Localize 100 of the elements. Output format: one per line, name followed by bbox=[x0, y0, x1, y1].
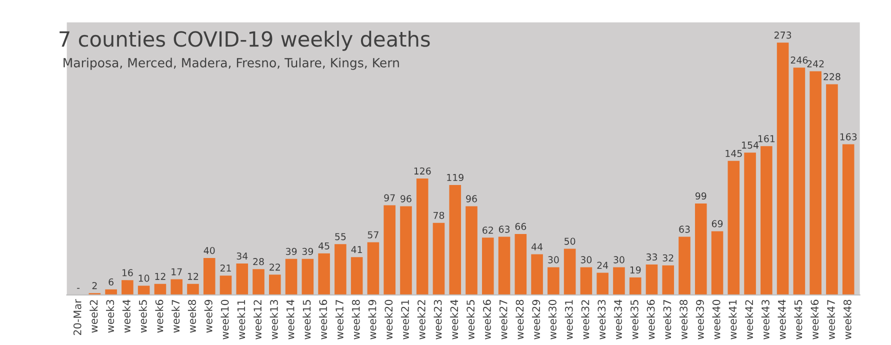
data-label: 32 bbox=[662, 254, 674, 262]
x-tick-label: week32 bbox=[581, 300, 590, 340]
bar bbox=[105, 289, 117, 295]
x-tick-label: week26 bbox=[482, 300, 491, 340]
x-tick-label: week2 bbox=[90, 300, 98, 333]
bar bbox=[646, 264, 658, 295]
data-label: 40 bbox=[204, 246, 215, 254]
bar bbox=[220, 276, 232, 295]
data-label: 96 bbox=[400, 195, 412, 202]
x-tick-label: week5 bbox=[138, 300, 147, 333]
data-label: 228 bbox=[824, 73, 840, 80]
x-tick-label: week16 bbox=[319, 300, 328, 340]
data-label: 16 bbox=[122, 269, 133, 276]
data-label: 41 bbox=[351, 246, 362, 254]
bar bbox=[498, 236, 510, 295]
bar bbox=[548, 267, 560, 295]
x-tick-label: week34 bbox=[614, 300, 622, 340]
data-label: 21 bbox=[220, 264, 231, 272]
data-label: 66 bbox=[515, 222, 526, 230]
data-label: 99 bbox=[695, 192, 706, 200]
bar bbox=[596, 272, 608, 295]
bar bbox=[334, 244, 346, 295]
x-tick-label: week35 bbox=[630, 300, 638, 340]
x-tick-label: week45 bbox=[794, 300, 802, 340]
bar bbox=[826, 84, 838, 295]
data-label: 6 bbox=[108, 278, 114, 286]
x-tick-label: week12 bbox=[253, 300, 262, 340]
bar bbox=[449, 184, 462, 295]
x-tick-label: week27 bbox=[499, 300, 508, 340]
bar bbox=[318, 253, 330, 295]
x-tick-label: week33 bbox=[598, 300, 606, 340]
data-label: 28 bbox=[253, 258, 264, 266]
x-tick-label: week38 bbox=[679, 300, 688, 340]
bar bbox=[613, 267, 625, 295]
data-label: 62 bbox=[482, 226, 493, 234]
data-label: 10 bbox=[138, 274, 150, 282]
x-tick-label: week47 bbox=[826, 300, 835, 340]
data-label: 45 bbox=[318, 242, 330, 250]
data-label: 246 bbox=[790, 56, 808, 64]
data-label: 161 bbox=[758, 135, 775, 142]
data-label: 126 bbox=[414, 167, 431, 175]
x-tick-label: week40 bbox=[712, 300, 720, 340]
bar bbox=[367, 242, 380, 295]
x-tick-label: week3 bbox=[106, 300, 114, 333]
x-tick-label: week36 bbox=[646, 300, 655, 340]
x-tick-label: week14 bbox=[286, 300, 294, 340]
x-tick-label: week37 bbox=[663, 300, 672, 340]
x-tick-label: week4 bbox=[122, 300, 130, 333]
data-label: 12 bbox=[188, 272, 198, 280]
data-label: 12 bbox=[155, 272, 166, 280]
bar bbox=[564, 248, 576, 295]
data-label: 96 bbox=[466, 195, 477, 202]
x-tick-label: week15 bbox=[302, 300, 311, 340]
bar bbox=[138, 286, 150, 295]
chart-title: 7 counties COVID-19 weekly deaths bbox=[60, 30, 430, 51]
bar bbox=[384, 205, 396, 295]
data-label: 2 bbox=[92, 282, 97, 290]
x-tick-label: week19 bbox=[368, 300, 376, 340]
bar bbox=[728, 160, 740, 295]
data-label: 39 bbox=[302, 248, 314, 256]
bar bbox=[400, 206, 412, 295]
x-tick-label: week17 bbox=[335, 300, 344, 340]
x-tick-label: week39 bbox=[696, 300, 704, 340]
x-tick-label: week31 bbox=[564, 300, 573, 340]
data-label: 39 bbox=[286, 248, 297, 256]
data-label: 24 bbox=[597, 262, 608, 269]
x-tick-label: week22 bbox=[417, 300, 426, 340]
x-tick-label: week28 bbox=[516, 300, 524, 340]
data-label: 57 bbox=[368, 231, 378, 238]
bar bbox=[531, 254, 543, 295]
data-label: 50 bbox=[564, 238, 576, 245]
bar bbox=[776, 42, 789, 295]
data-label: 33 bbox=[646, 253, 657, 261]
data-label: 154 bbox=[742, 142, 759, 149]
bar bbox=[416, 178, 428, 295]
bar bbox=[662, 265, 674, 295]
bar bbox=[810, 71, 822, 295]
bar bbox=[580, 267, 592, 295]
x-tick-label: week23 bbox=[434, 300, 442, 340]
data-label: 163 bbox=[840, 133, 857, 140]
data-label: 22 bbox=[270, 264, 280, 271]
x-tick-label: week24 bbox=[450, 300, 458, 340]
data-label: 63 bbox=[679, 226, 690, 233]
x-tick-label: week13 bbox=[270, 300, 278, 340]
data-label: 44 bbox=[532, 243, 543, 250]
data-label: 119 bbox=[447, 174, 464, 182]
x-tick-label: week44 bbox=[778, 300, 786, 340]
x-tick-label: week6 bbox=[155, 300, 164, 333]
x-tick-label: week48 bbox=[843, 300, 852, 340]
text: Mariposa, Merced, Madera, Fresno, Tulare, Kings, Kern bbox=[64, 58, 399, 70]
data-label: 69 bbox=[712, 220, 723, 228]
x-tick-label: 20-Mar bbox=[73, 299, 82, 336]
x-tick-label: week7 bbox=[172, 300, 180, 333]
data-label: 97 bbox=[384, 194, 395, 202]
bar bbox=[760, 146, 772, 295]
x-tick-label: week30 bbox=[548, 300, 556, 340]
bar bbox=[432, 222, 445, 295]
x-tick-label: week9 bbox=[204, 300, 212, 333]
bar bbox=[694, 203, 707, 295]
bar bbox=[744, 152, 756, 295]
